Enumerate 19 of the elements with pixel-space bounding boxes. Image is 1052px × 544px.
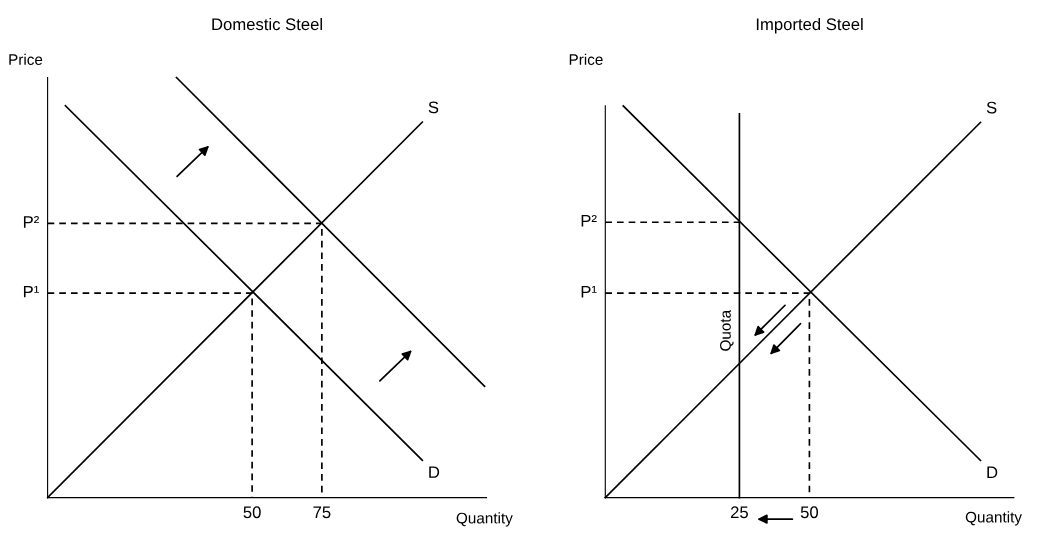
series-label: S bbox=[986, 101, 997, 114]
y-axis-title: Price bbox=[569, 53, 603, 65]
chart-title: Imported Steel bbox=[756, 17, 863, 34]
x-tick-label: 50 bbox=[800, 506, 819, 519]
series-label: P² bbox=[23, 216, 39, 228]
series-label: P¹ bbox=[23, 285, 39, 298]
series-label: P¹ bbox=[581, 285, 597, 298]
x-tick-label: 50 bbox=[243, 506, 261, 519]
x-axis-title: Quantity bbox=[456, 512, 513, 527]
x-tick-label: 25 bbox=[730, 506, 748, 519]
series-label: S bbox=[428, 101, 439, 114]
y-axis-title: Price bbox=[9, 53, 43, 65]
legend-label: Quota bbox=[720, 309, 734, 351]
chart-title: Domestic Steel bbox=[212, 17, 322, 31]
series-label: D bbox=[429, 466, 440, 478]
series-label: D bbox=[987, 466, 998, 479]
x-axis-title: Quantity bbox=[965, 511, 1022, 526]
series-label: P² bbox=[581, 214, 597, 227]
x-tick-label: 75 bbox=[313, 506, 331, 519]
